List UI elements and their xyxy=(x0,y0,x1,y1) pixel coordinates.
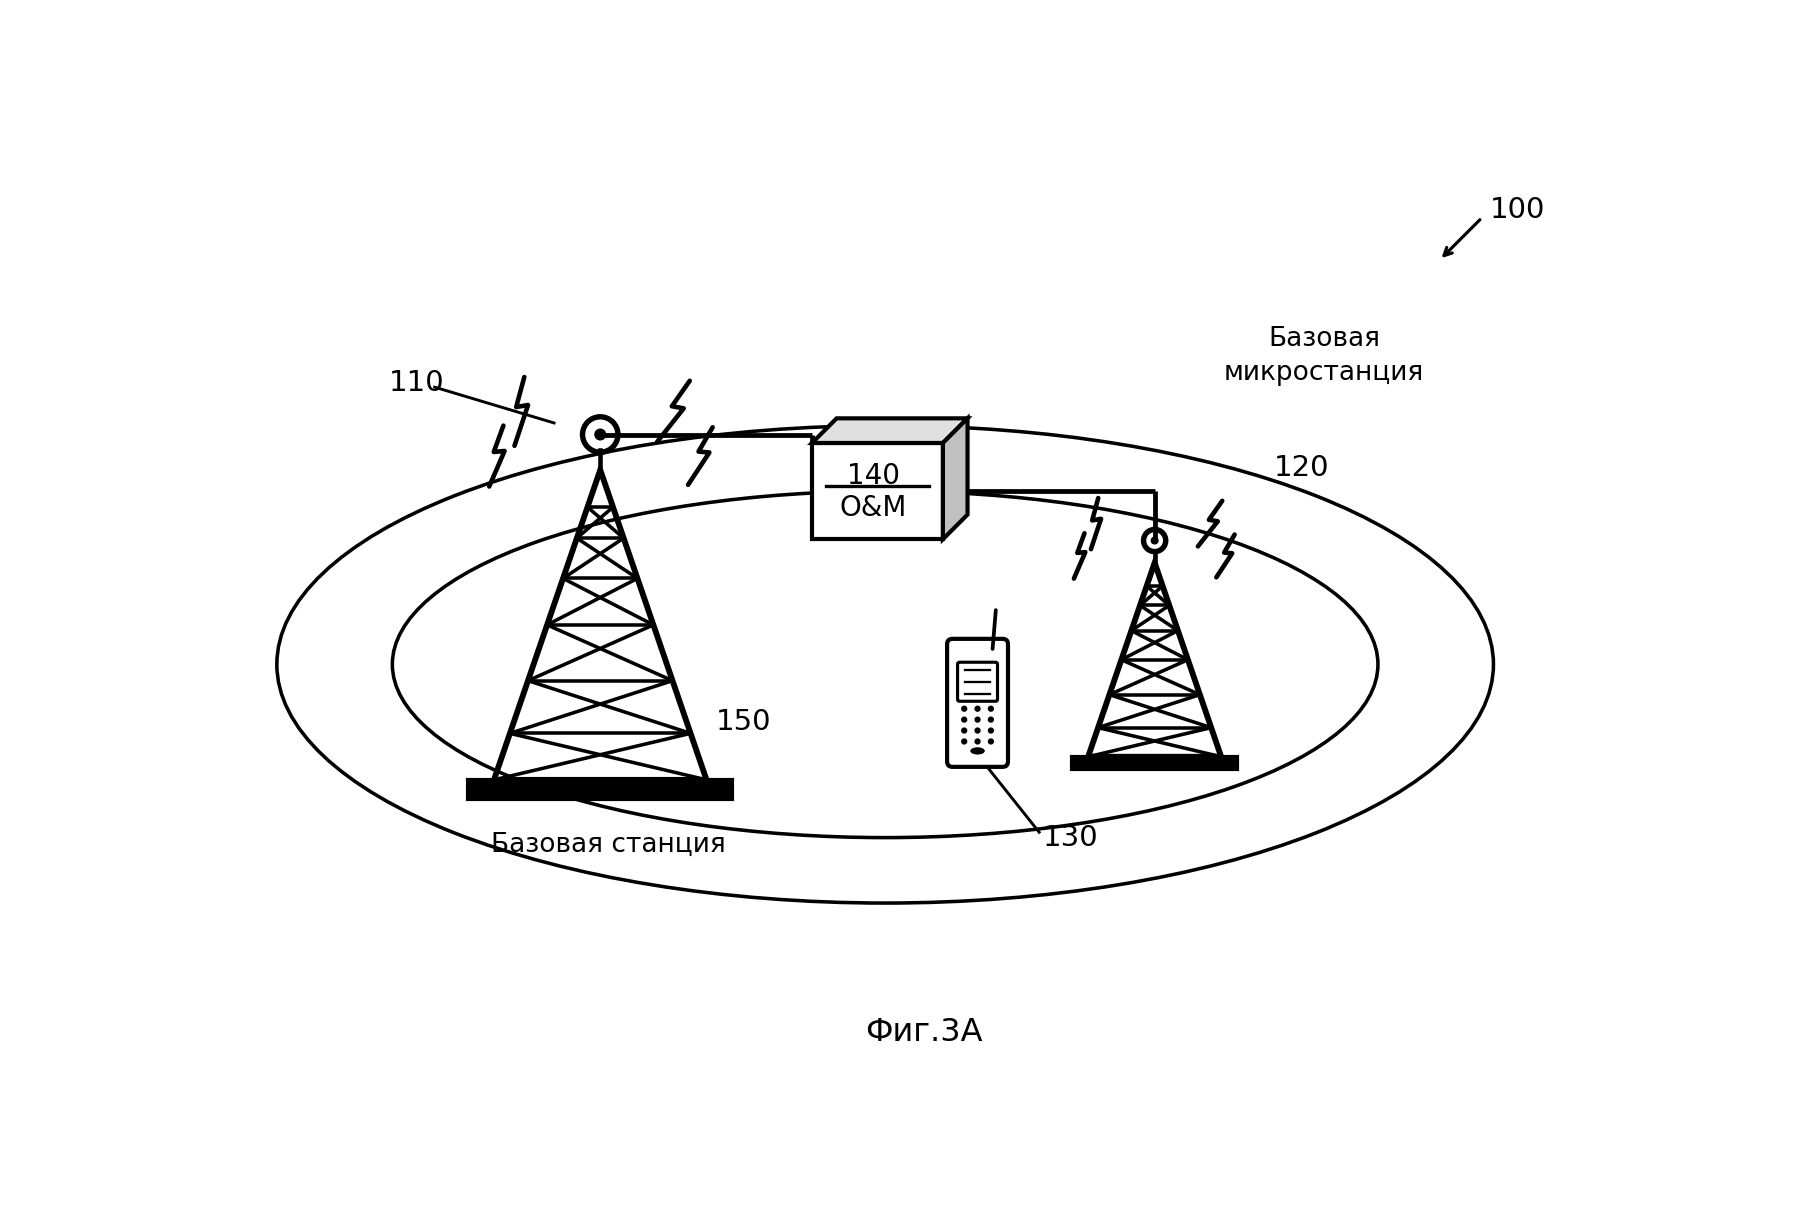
Text: 110: 110 xyxy=(389,369,445,398)
Text: Базовая станция: Базовая станция xyxy=(490,833,725,858)
Text: 150: 150 xyxy=(716,709,771,736)
Circle shape xyxy=(975,706,980,711)
Ellipse shape xyxy=(970,747,984,754)
Circle shape xyxy=(962,717,966,722)
Circle shape xyxy=(962,706,966,711)
Text: 120: 120 xyxy=(1274,454,1330,482)
Circle shape xyxy=(988,717,993,722)
Text: 130: 130 xyxy=(1044,823,1098,852)
Circle shape xyxy=(988,739,993,743)
Polygon shape xyxy=(812,418,968,443)
Circle shape xyxy=(988,706,993,711)
Text: Базовая
микростанция: Базовая микростанция xyxy=(1225,327,1424,387)
Circle shape xyxy=(595,429,606,440)
Circle shape xyxy=(962,739,966,743)
Circle shape xyxy=(975,739,980,743)
FancyBboxPatch shape xyxy=(957,663,997,701)
FancyBboxPatch shape xyxy=(948,639,1008,766)
Circle shape xyxy=(962,728,966,733)
Circle shape xyxy=(975,728,980,733)
Polygon shape xyxy=(469,780,733,799)
Polygon shape xyxy=(942,418,968,539)
Text: Фиг.3А: Фиг.3А xyxy=(865,1017,982,1048)
Circle shape xyxy=(988,728,993,733)
Polygon shape xyxy=(1073,757,1237,769)
Circle shape xyxy=(975,717,980,722)
Bar xyxy=(812,443,942,539)
Text: 100: 100 xyxy=(1489,196,1545,224)
Text: 140: 140 xyxy=(847,462,901,489)
Circle shape xyxy=(1151,537,1158,543)
Text: O&M: O&M xyxy=(839,494,908,522)
